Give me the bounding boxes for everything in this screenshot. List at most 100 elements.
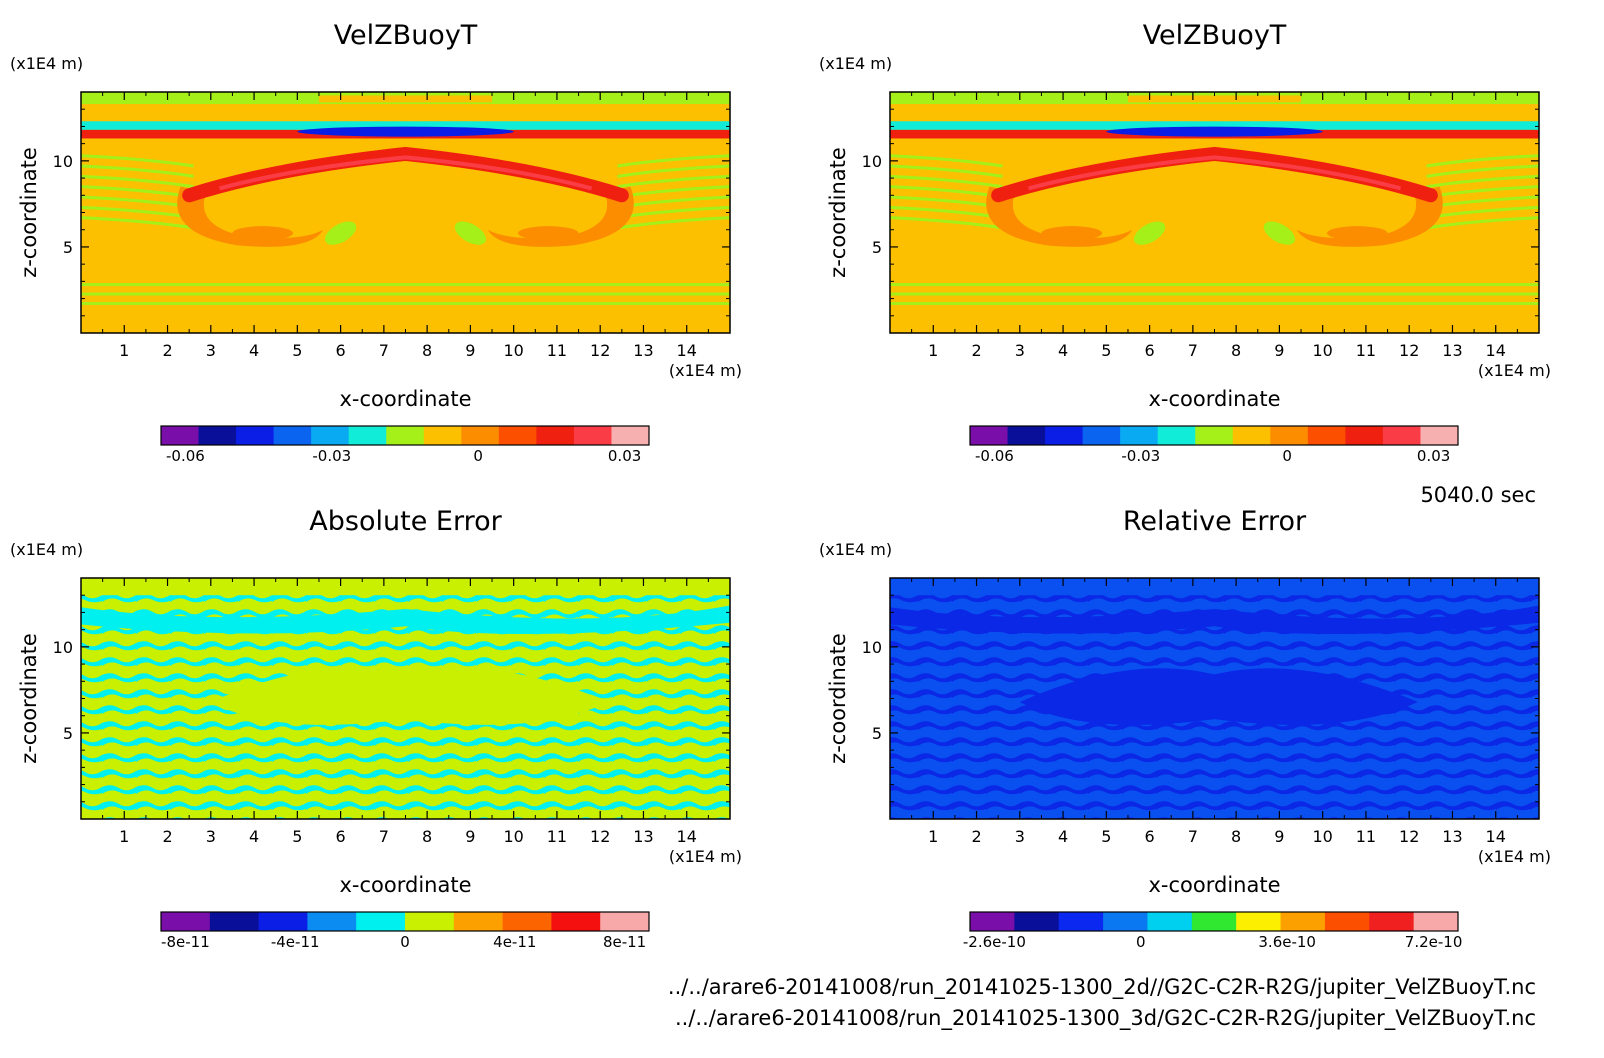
y-tick-label: 5 — [872, 724, 882, 743]
x-tick-label: 11 — [1356, 341, 1376, 360]
error-upper-layer — [81, 605, 730, 635]
field-side-stripe — [81, 154, 194, 168]
field-left-plume — [1133, 221, 1166, 245]
x-tick-label: 8 — [422, 341, 432, 360]
field-arch — [182, 146, 629, 203]
y-tick-label: 10 — [53, 152, 73, 171]
field-low-band — [81, 292, 730, 296]
colorbar-tick-label: 3.6e-10 — [1258, 933, 1316, 951]
chart-title: VelZBuoyT — [334, 20, 478, 51]
x-tick-label: 7 — [379, 827, 389, 846]
colorbar-swatch — [1120, 426, 1159, 445]
x-tick-label: 12 — [1399, 341, 1419, 360]
x-tick-label: 10 — [503, 341, 523, 360]
x-tick-label: 13 — [1442, 341, 1462, 360]
colorbar-swatch — [1236, 912, 1282, 931]
x-tick-label: 1 — [928, 827, 938, 846]
error-top-band — [890, 578, 1539, 596]
x-tick-label: 5 — [292, 827, 302, 846]
field-left-vortex — [177, 186, 324, 247]
colorbar-swatch — [453, 912, 504, 931]
x-unit-label: (x1E4 m) — [669, 361, 742, 380]
colorbar-swatch — [258, 912, 308, 931]
x-tick-label: 9 — [1274, 341, 1284, 360]
colorbar-swatch — [1191, 912, 1237, 931]
colorbar-swatch — [611, 426, 650, 445]
colorbar-tick-label: 0 — [473, 447, 483, 465]
y-unit-label: (x1E4 m) — [819, 54, 892, 73]
colorbar-tick-label: -8e-11 — [161, 933, 210, 951]
colorbar-tick-label: 7.2e-10 — [1405, 933, 1463, 951]
x-tick-label: 4 — [1058, 341, 1068, 360]
x-tick-label: 9 — [1274, 827, 1284, 846]
x-tick-label: 14 — [1486, 827, 1506, 846]
plot-content — [890, 578, 1539, 819]
x-tick-label: 7 — [1188, 827, 1198, 846]
colorbar-swatch — [236, 426, 275, 445]
field-left-plume — [324, 221, 357, 245]
x-tick-label: 1 — [119, 827, 129, 846]
x-tick-label: 6 — [336, 341, 346, 360]
field-low-band — [890, 283, 1539, 287]
field-low-band — [890, 302, 1539, 306]
y-tick-label: 5 — [63, 238, 73, 257]
x-tick-label: 2 — [162, 341, 172, 360]
error-center-blob — [210, 668, 609, 725]
y-tick-label: 10 — [53, 638, 73, 657]
field-arch — [991, 146, 1438, 203]
x-tick-label: 14 — [677, 341, 697, 360]
colorbar-swatch — [1324, 912, 1370, 931]
colorbar-swatch — [1280, 912, 1326, 931]
colorbar-swatch — [405, 912, 455, 931]
colorbar-swatch — [600, 912, 650, 931]
x-axis-label: x-coordinate — [339, 873, 471, 897]
field-arch-core — [218, 155, 593, 191]
field-side-stripe — [1426, 216, 1539, 230]
error-center-blob — [1019, 668, 1418, 725]
field-left-eddy — [232, 226, 294, 241]
x-unit-label: (x1E4 m) — [669, 847, 742, 866]
x-tick-label: 12 — [590, 827, 610, 846]
field-side-stripe — [890, 154, 1003, 168]
time-label: 5040.0 sec — [1420, 483, 1536, 507]
x-tick-label: 2 — [971, 827, 981, 846]
colorbar-tick-label: 0.03 — [1417, 447, 1450, 465]
x-unit-label: (x1E4 m) — [1478, 847, 1551, 866]
colorbar-tick-label: -0.06 — [166, 447, 205, 465]
colorbar-swatch — [348, 426, 387, 445]
colorbar-swatch — [1082, 426, 1121, 445]
colorbar-tick-label: 0 — [1136, 933, 1146, 951]
colorbar-swatch — [1232, 426, 1271, 445]
field-right-vortex — [487, 186, 634, 247]
plot-content — [81, 92, 730, 333]
field-left-vortex — [986, 186, 1133, 247]
x-tick-label: 13 — [633, 341, 653, 360]
x-tick-label: 11 — [547, 341, 567, 360]
chart-panel-2: Absolute Error(x1E4 m)1 2 3 4 5 6 7 8 9 10 11 12 13 1… — [10, 506, 742, 951]
file-path-3d: ../../arare6-20141008/run_20141025-1300_… — [675, 1006, 1536, 1031]
x-tick-label: 3 — [206, 341, 216, 360]
x-tick-label: 13 — [1442, 827, 1462, 846]
colorbar-swatch — [356, 912, 406, 931]
colorbar-swatch — [970, 912, 1015, 931]
x-tick-label: 1 — [119, 341, 129, 360]
colorbar-swatch — [1058, 912, 1104, 931]
colorbar-frame — [969, 425, 1459, 446]
x-tick-label: 6 — [1145, 827, 1155, 846]
x-tick-label: 13 — [633, 827, 653, 846]
colorbar-swatch — [461, 426, 500, 445]
x-tick-label: 5 — [1101, 341, 1111, 360]
x-tick-label: 1 — [928, 341, 938, 360]
x-tick-label: 14 — [677, 827, 697, 846]
plot-content — [81, 578, 730, 819]
colorbar-swatch — [1014, 912, 1060, 931]
chart-panel-1: VelZBuoyT(x1E4 m)1 2 3 4 5 6 7 8 9 10 11 12 13 14510(… — [819, 20, 1551, 465]
colorbar-tick-label: -0.03 — [1121, 447, 1160, 465]
chart-title: VelZBuoyT — [1143, 20, 1287, 51]
x-tick-label: 5 — [292, 341, 302, 360]
colorbar-tick-label: 0.03 — [608, 447, 641, 465]
x-tick-label: 11 — [547, 827, 567, 846]
field-side-stripe — [1426, 154, 1539, 168]
field-right-eddy — [517, 226, 579, 241]
